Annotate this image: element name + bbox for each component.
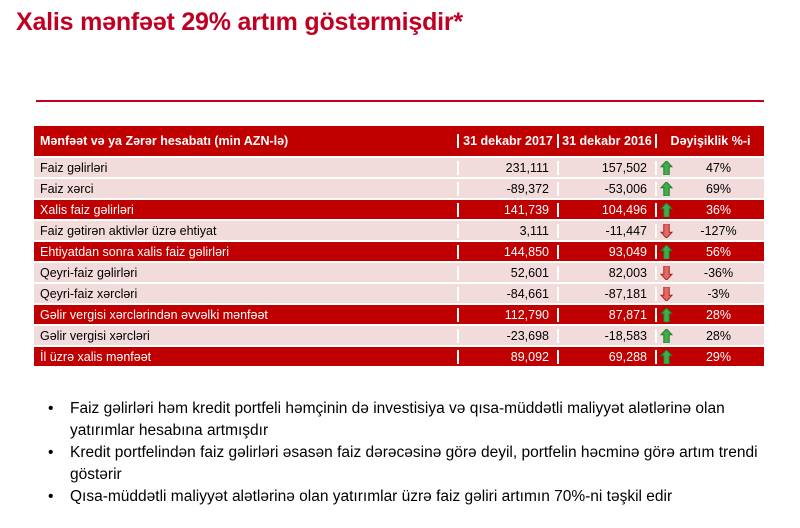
value-2016: -53,006 [559,181,657,196]
value-2017: 112,790 [459,307,559,322]
change-value: 36% [705,202,732,217]
value-2016: 104,496 [559,202,657,217]
table-row: Xalis faiz gəlirləri 141,739 104,496 36% [34,200,764,221]
change-cell: -127% [657,223,764,238]
table-row: Ehtiyatdan sonra xalis faiz gəlirləri 14… [34,242,764,263]
change-value: 56% [705,244,732,259]
change-cell: 29% [657,349,764,364]
row-label: Ehtiyatdan sonra xalis faiz gəlirləri [34,244,459,259]
trend-up-icon [660,349,673,364]
value-2016: 82,003 [559,265,657,280]
value-2016: 157,502 [559,160,657,175]
trend-up-icon [660,181,673,196]
table-row: Gəlir vergisi xərcləri -23,698 -18,583 2… [34,326,764,347]
value-2017: -23,698 [459,328,559,343]
bullet-dot: • [48,400,54,417]
table-row: Faiz xərci -89,372 -53,006 69% [34,179,764,200]
trend-down-icon [660,286,673,301]
value-2016: 93,049 [559,244,657,259]
value-2016: 69,288 [559,349,657,364]
row-label: Faiz xərci [34,181,459,196]
row-label: Faiz gəlirləri [34,160,459,175]
value-2017: 141,739 [459,202,559,217]
value-2017: 52,601 [459,265,559,280]
table-header-row: Mənfəət və ya Zərər hesabatı (min AZN-lə… [34,126,764,158]
value-2017: 144,850 [459,244,559,259]
value-2017: -84,661 [459,286,559,301]
table-row: Qeyri-faiz xərcləri -84,661 -87,181 -3% [34,284,764,305]
bullet-text: Kredit portfelindən faiz gəlirləri əsasə… [70,444,758,483]
change-value: 28% [705,307,732,322]
trend-up-icon [660,160,673,175]
value-2017: 89,092 [459,349,559,364]
row-label: Xalis faiz gəlirləri [34,202,459,217]
row-label: İl üzrə xalis mənfəət [34,349,459,364]
change-cell: -3% [657,286,764,301]
trend-up-icon [660,307,673,322]
change-value: 69% [705,181,732,196]
change-cell: 56% [657,244,764,259]
bullet-item: • Qısa-müddətli maliyyət alətlərinə olan… [46,486,780,508]
change-value: 29% [705,349,732,364]
change-cell: 28% [657,328,764,343]
value-2016: 87,871 [559,307,657,322]
value-2017: 3,111 [459,223,559,238]
trend-up-icon [660,244,673,259]
change-cell: -36% [657,265,764,280]
trend-up-icon [660,202,673,217]
row-label: Gəlir vergisi xərcləri [34,328,459,343]
change-value: 28% [705,328,732,343]
row-label: Gəlir vergisi xərclərindən əvvəlki mənfə… [34,307,459,322]
row-label: Qeyri-faiz gəlirləri [34,265,459,280]
bullet-text: Faiz gəlirləri həm kredit portfeli həmçi… [70,400,725,439]
change-value: -36% [703,265,734,280]
value-2016: -18,583 [559,328,657,343]
row-label: Faiz gətirən aktivlər üzrə ehtiyat [34,223,459,238]
table-row: Gəlir vergisi xərclərindən əvvəlki mənfə… [34,305,764,326]
row-label: Qeyri-faiz xərcləri [34,286,459,301]
title-divider [36,100,764,102]
value-2017: -89,372 [459,181,559,196]
page-title: Xalis mənfəət 29% artım göstərmişdir* [16,8,463,36]
trend-down-icon [660,265,673,280]
change-cell: 36% [657,202,764,217]
bullet-dot: • [48,488,54,505]
table-row: Faiz gəlirləri 231,111 157,502 47% [34,158,764,179]
change-value: 47% [705,160,732,175]
change-value: -127% [700,223,737,238]
change-cell: 28% [657,307,764,322]
bullet-text: Qısa-müddətli maliyyət alətlərinə olan y… [70,488,673,505]
header-dec-2016: 31 dekabr 2016 [559,134,657,148]
trend-down-icon [660,223,673,238]
table-row: Qeyri-faiz gəlirləri 52,601 82,003 -36% [34,263,764,284]
bullet-dot: • [48,444,54,461]
value-2016: -11,447 [559,223,657,238]
header-change-pct: Dəyişiklik %-i [670,134,751,148]
header-account: Mənfəət və ya Zərər hesabatı (min AZN-lə… [34,134,459,148]
bullet-item: • Kredit portfelindən faiz gəlirləri əsa… [46,442,780,486]
bullet-list: • Faiz gəlirləri həm kredit portfeli həm… [46,398,780,508]
table-row: İl üzrə xalis mənfəət 89,092 69,288 29% [34,347,764,368]
table-body: Faiz gəlirləri 231,111 157,502 47% Faiz … [34,158,764,368]
income-statement-table: Mənfəət və ya Zərər hesabatı (min AZN-lə… [34,126,764,368]
change-value: -3% [707,286,730,301]
change-cell: 69% [657,181,764,196]
value-2017: 231,111 [459,160,559,175]
change-cell: 47% [657,160,764,175]
bullet-item: • Faiz gəlirləri həm kredit portfeli həm… [46,398,780,442]
table-row: Faiz gətirən aktivlər üzrə ehtiyat 3,111… [34,221,764,242]
value-2016: -87,181 [559,286,657,301]
header-dec-2017: 31 dekabr 2017 [459,134,559,148]
trend-up-icon [660,328,673,343]
